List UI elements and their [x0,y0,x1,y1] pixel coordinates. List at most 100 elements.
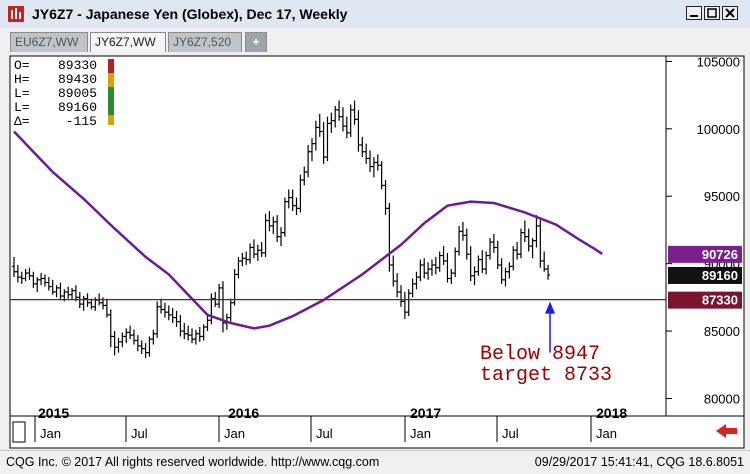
ohlc-bar [503,267,508,287]
ohlc-bar [190,328,195,344]
ohlc-bar [46,277,51,291]
ohlc-bar [263,213,268,257]
ohlc-bar [19,271,24,284]
ohlc-bar [147,336,152,357]
moving-average [13,130,603,330]
ohlc-bar [460,221,465,241]
ohlc-bar [209,293,214,325]
tab-bar: EU6Z7,WW JY6Z7,WW JY6Z7,520 + [0,28,750,54]
ohlc-bar [472,266,477,286]
ohlc-bar [484,251,489,275]
ohlc-bar [178,314,183,337]
readout-label-high: H= [14,72,30,87]
maximize-icon[interactable] [704,6,720,20]
ohlc-bar [197,327,202,342]
readout-label-open: O= [14,58,30,73]
ohlc-bar [410,278,415,298]
ohlc-bar [112,331,117,356]
ohlc-bar [433,256,438,275]
ohlc-bar [89,298,94,310]
ohlc-bar [530,238,535,259]
readout-label-low: L= [14,86,30,101]
tab-eu6z7-ww[interactable]: EU6Z7,WW [10,32,88,52]
ohlc-bar [27,267,32,280]
tab-jy6z7-ww[interactable]: JY6Z7,WW [90,32,166,52]
price-tag: 90726 [668,245,742,263]
price-tag-background [668,291,742,309]
cqg-app-icon [8,6,24,22]
ohlc-bar [186,325,191,341]
ohlc-bar [39,273,44,286]
close-icon[interactable] [722,6,738,20]
scroll-handle [12,421,26,443]
ohlc-bar [131,329,136,345]
ohlc-bar [449,269,454,284]
ohlc-bar [174,310,179,328]
tab-jy6z7-520[interactable]: JY6Z7,520 [168,32,242,52]
ohlc-bar [399,285,403,307]
ohlc-bar [309,138,314,162]
title-bar[interactable]: JY6Z7 - Japanese Yen (Globex), Dec 17, W… [0,0,750,29]
ohlc-bar [193,329,198,345]
ohlc-bar [73,285,78,302]
ohlc-bar [248,243,253,264]
ohlc-bar [356,109,361,152]
annotation-group: Below 8947 target 8733 [480,343,612,387]
ohlc-bar [12,256,16,278]
price-tick-label: 85000 [704,324,740,339]
add-tab-button[interactable]: + [245,32,267,52]
ohlc-bar [515,242,520,260]
ohlc-bar [275,215,280,243]
ohlc-bar [395,273,400,298]
ohlc-bar [35,277,40,292]
year-label: 2015 [38,405,69,421]
time-axis-panel[interactable] [9,415,745,449]
ohlc-bar [414,271,419,290]
ohlc-bar [348,104,353,137]
ohlc-bar [120,332,125,348]
price-tag-label: 87330 [702,293,738,308]
ohlc-bar [480,250,485,274]
ohlc-bar [271,216,276,234]
ohlc-bar [162,302,167,318]
ohlc-bar [255,244,260,261]
timestamp-text: 09/29/2017 15:41:41, CQG 18.6.8051 [534,455,744,469]
minimize-icon[interactable] [686,6,702,20]
price-tag: 87330 [668,291,742,309]
red-left-arrow-icon[interactable] [716,424,737,438]
ohlc-bar [306,144,311,178]
year-label: 2017 [410,405,441,421]
ohlc-bar [240,252,245,267]
ohlc-bar [538,217,543,268]
ohlc-bar [294,197,299,216]
ohlc-bar [360,136,365,158]
ohlc-bar [429,259,434,276]
ohlc-bar [313,120,318,151]
month-label: Jul [131,426,148,441]
ohlc-bar [290,189,295,212]
ohlc-bar [364,143,369,164]
month-label: Jan [40,426,61,441]
ohlc-bar [337,100,342,121]
ohlc-bar [383,180,388,216]
ohlc-bar [201,324,206,341]
readout-color-bar [108,115,114,125]
ohlc-bar [391,255,396,287]
target-arrow [545,301,555,353]
ohlc-bar [143,343,148,359]
ohlc-bar [499,258,504,284]
ohlc-bar [402,291,407,319]
ohlc-bar [104,298,109,318]
ohlc-bar [128,325,133,340]
ohlc-bar [542,251,547,272]
ohlc-bar [329,112,334,133]
ohlc-bar [317,113,322,137]
readout-value-high: 89430 [58,72,97,87]
price-axis-panel[interactable] [665,55,745,417]
readout-value-open: 89330 [58,58,97,73]
month-label: Jan [224,426,245,441]
price-tag: 89160 [668,266,742,284]
ohlc-bar [279,227,284,247]
